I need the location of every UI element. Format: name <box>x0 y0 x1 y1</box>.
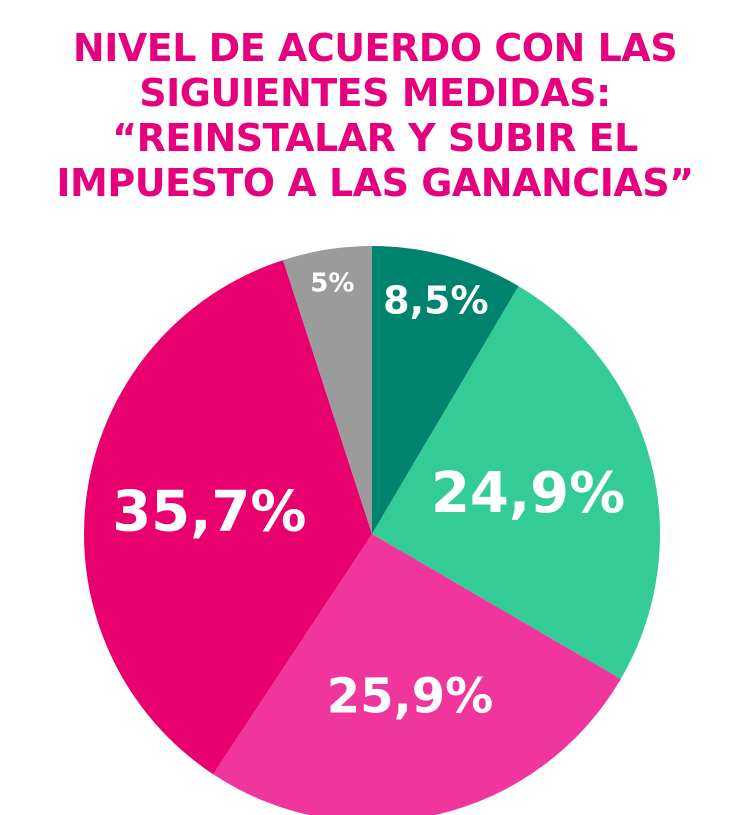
pie-slice-label-4: 35,7% <box>112 479 306 544</box>
pie-slice-label-1: 8,5% <box>383 279 488 323</box>
pie-slice-2 <box>372 286 660 680</box>
chart-title: NIVEL DE ACUERDO CON LAS SIGUIENTES MEDI… <box>0 26 750 206</box>
pie-slice-label-3: 25,9% <box>327 669 494 725</box>
pie-labels: 8,5% 24,9% 25,9% 35,7% 5% <box>112 269 625 725</box>
chart-title-line-4: IMPUESTO A LAS GANANCIAS” <box>56 161 694 205</box>
pie-slice-label-5: 5% <box>310 269 354 299</box>
pie-slices <box>84 246 660 815</box>
pie-slice-3 <box>213 534 621 815</box>
pie-slice-label-2: 24,9% <box>431 461 625 526</box>
chart-title-line-3: “REINSTALAR Y SUBIR EL <box>112 116 638 160</box>
pie-slice-5 <box>283 246 372 534</box>
pie-slice-1 <box>372 246 519 534</box>
chart-title-line-2: SIGUIENTES MEDIDAS: <box>139 71 611 115</box>
pie-slice-4 <box>84 260 373 775</box>
chart-title-line-1: NIVEL DE ACUERDO CON LAS <box>72 26 678 70</box>
